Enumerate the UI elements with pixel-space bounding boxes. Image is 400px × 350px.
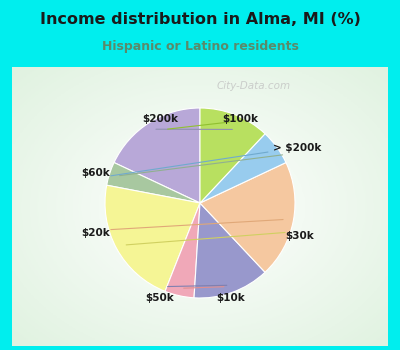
Text: $60k: $60k [81,168,110,177]
Text: $10k: $10k [216,293,245,303]
Text: Hispanic or Latino residents: Hispanic or Latino residents [102,40,298,53]
Text: Income distribution in Alma, MI (%): Income distribution in Alma, MI (%) [40,12,360,27]
Wedge shape [105,185,200,291]
Wedge shape [107,162,200,203]
Wedge shape [114,108,200,203]
Wedge shape [200,108,265,203]
Text: $200k: $200k [142,114,178,124]
Wedge shape [165,203,200,298]
Text: $20k: $20k [81,229,110,238]
Text: $30k: $30k [285,231,314,241]
Text: $100k: $100k [222,114,258,124]
Text: > $200k: > $200k [273,143,321,153]
Wedge shape [200,134,286,203]
Wedge shape [200,162,295,272]
Wedge shape [194,203,265,298]
Text: City-Data.com: City-Data.com [216,82,290,91]
Text: $50k: $50k [146,293,174,303]
